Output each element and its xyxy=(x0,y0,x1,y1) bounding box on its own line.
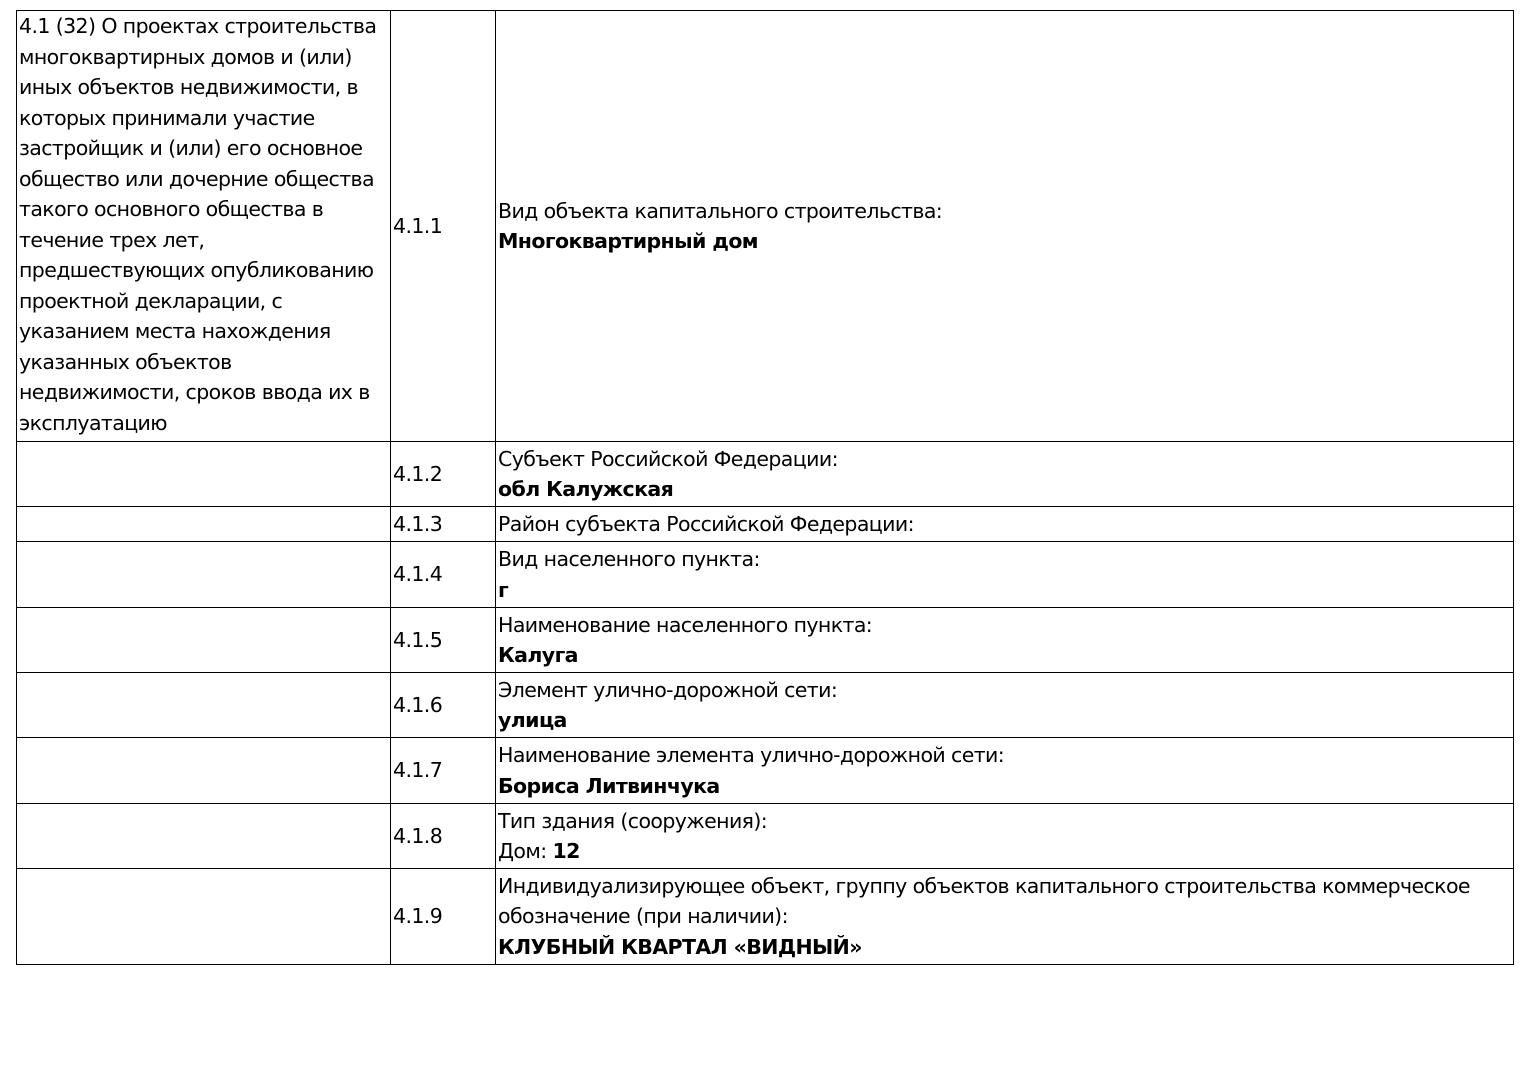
field-value: Калуга xyxy=(498,643,579,667)
item-number: 4.1.2 xyxy=(390,441,496,507)
section-cell xyxy=(16,803,391,869)
field-label: Вид объекта капитального строительства: xyxy=(498,198,943,223)
project-info-table: 4.1 (32) О проектах строительства многок… xyxy=(16,10,1514,965)
table-row: 4.1.3 Район субъекта Российской Федерации… xyxy=(16,506,1514,542)
field-value: Бориса Литвинчука xyxy=(498,773,720,798)
field-cell: Наименование элемента улично-дорожной се… xyxy=(495,737,1514,804)
field-value: 12 xyxy=(552,839,580,863)
item-number: 4.1.4 xyxy=(390,541,496,608)
item-number: 4.1.6 xyxy=(390,672,496,738)
field-value: Многоквартирный дом xyxy=(498,229,759,253)
field-label: Наименование элемента улично-дорожной се… xyxy=(498,743,1005,767)
field-label: Субъект Российской Федерации: xyxy=(498,446,838,471)
field-value: г xyxy=(498,577,509,602)
field-cell: Элемент улично-дорожной сети: улица xyxy=(495,672,1514,738)
section-cell xyxy=(16,441,391,507)
item-number: 4.1.1 xyxy=(390,10,496,442)
section-cell xyxy=(16,672,391,738)
field-cell: Район субъекта Российской Федерации: xyxy=(495,506,1514,542)
field-cell: Тип здания (сооружения): Дом: 12 xyxy=(495,803,1514,869)
field-value-prefix: Дом: xyxy=(498,839,553,863)
field-label: Район субъекта Российской Федерации: xyxy=(498,511,915,536)
field-cell: Индивидуализирующее объект, группу объек… xyxy=(495,868,1514,965)
field-value: обл Калужская xyxy=(498,477,674,501)
field-cell: Вид населенного пункта: г xyxy=(495,541,1514,608)
table-row: 4.1.4 Вид населенного пункта: г xyxy=(16,541,1514,608)
table-row: 4.1.8 Тип здания (сооружения): Дом: 12 xyxy=(16,803,1514,869)
field-cell: Наименование населенного пункта: Калуга xyxy=(495,607,1514,673)
section-cell: 4.1 (32) О проектах строительства многок… xyxy=(16,10,391,442)
field-label: Элемент улично-дорожной сети: xyxy=(498,677,838,702)
field-label: Наименование населенного пункта: xyxy=(498,612,873,637)
section-cell xyxy=(16,737,391,804)
field-cell: Вид объекта капитального строительства: М… xyxy=(495,10,1514,442)
item-number: 4.1.9 xyxy=(390,868,496,965)
section-title: 4.1 (32) О проектах строительства многок… xyxy=(19,14,377,435)
table-row: 4.1.7 Наименование элемента улично-дорожн… xyxy=(16,737,1514,804)
table-row: 4.1.2 Субъект Российской Федерации: обл Ка… xyxy=(16,441,1514,507)
field-label: Индивидуализирующее объект, группу объек… xyxy=(498,873,1471,929)
item-number: 4.1.8 xyxy=(390,803,496,869)
field-label: Тип здания (сооружения): xyxy=(498,808,768,833)
item-number: 4.1.3 xyxy=(390,506,496,542)
field-value: КЛУБНЫЙ КВАРТАЛ «ВИДНЫЙ» xyxy=(498,934,862,959)
field-label: Вид населенного пункта: xyxy=(498,547,760,571)
field-cell: Субъект Российской Федерации: обл Калужск… xyxy=(495,441,1514,507)
table-row: 4.1.5 Наименование населенного пункта: Кал… xyxy=(16,607,1514,673)
field-value: улица xyxy=(498,708,567,732)
table-row: 4.1.6 Элемент улично-дорожной сети: улица xyxy=(16,672,1514,738)
item-number: 4.1.7 xyxy=(390,737,496,804)
table-row: 4.1.9 Индивидуализирующее объект, группу … xyxy=(16,868,1514,965)
table-row: 4.1 (32) О проектах строительства многок… xyxy=(16,10,1514,442)
item-number: 4.1.5 xyxy=(390,607,496,673)
section-cell xyxy=(16,868,391,965)
section-cell xyxy=(16,506,391,542)
section-cell xyxy=(16,541,391,608)
section-cell xyxy=(16,607,391,673)
